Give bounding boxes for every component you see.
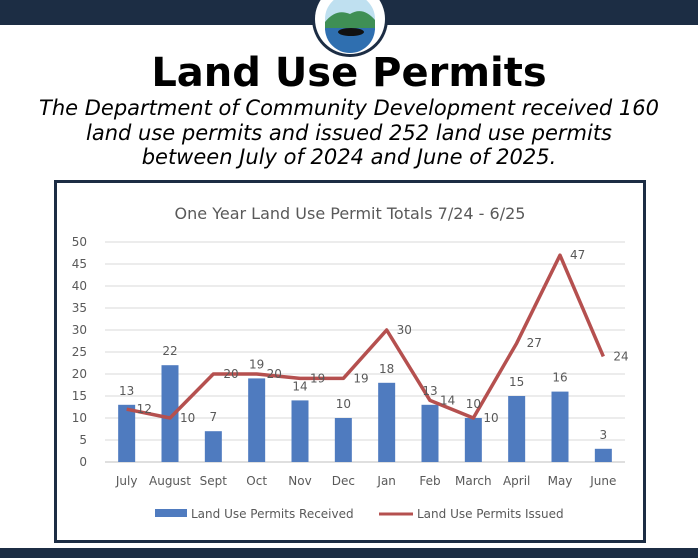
line-data-label: 24: [613, 349, 628, 363]
bar: [551, 391, 569, 462]
x-tick-label: June: [589, 474, 616, 488]
bar-data-label: 7: [210, 410, 218, 424]
footer-band: [0, 548, 698, 558]
chart-container: One Year Land Use Permit Totals 7/24 - 6…: [54, 180, 646, 543]
y-tick-label: 30: [72, 323, 87, 337]
county-seal-logo: [312, 0, 388, 57]
x-tick-label: March: [455, 474, 492, 488]
bar-data-label: 13: [422, 384, 437, 398]
bar: [204, 431, 222, 462]
x-tick-label: Jan: [376, 474, 396, 488]
bar: [378, 382, 396, 462]
line-data-label: 12: [137, 402, 152, 416]
bar-data-label: 10: [466, 397, 481, 411]
subtitle-line: land use permits and issued 252 land use…: [86, 120, 612, 145]
legend-label-received: Land Use Permits Received: [191, 507, 354, 521]
page-title: Land Use Permits: [151, 50, 547, 96]
y-tick-label: 25: [72, 345, 87, 359]
bar-data-label: 18: [379, 362, 394, 376]
y-tick-label: 10: [72, 411, 87, 425]
x-tick-label: Dec: [332, 474, 355, 488]
line-data-label: 19: [310, 371, 325, 385]
x-tick-label: August: [149, 474, 191, 488]
y-tick-label: 45: [72, 257, 87, 271]
y-tick-label: 50: [72, 235, 87, 249]
issued-line: [126, 253, 605, 420]
y-tick-label: 15: [72, 389, 87, 403]
bar: [248, 378, 266, 462]
y-tick-label: 35: [72, 301, 87, 315]
legend-label-issued: Land Use Permits Issued: [417, 507, 564, 521]
line-data-label: 10: [180, 411, 195, 425]
line-data-label: 30: [397, 323, 412, 337]
bar: [508, 396, 526, 462]
bar: [161, 365, 179, 462]
bar-data-label: 13: [119, 384, 134, 398]
x-tick-label: Oct: [246, 474, 267, 488]
bar: [334, 418, 352, 462]
bar-data-label: 22: [162, 344, 177, 358]
line-data-label: 20: [267, 367, 282, 381]
x-tick-label: Feb: [419, 474, 440, 488]
line-data-label: 27: [527, 336, 542, 350]
bar: [594, 448, 612, 462]
bar-data-label: 16: [552, 371, 567, 385]
y-tick-label: 0: [79, 455, 87, 469]
line-data-label: 19: [353, 371, 368, 385]
bar-data-label: 10: [336, 397, 351, 411]
bar-data-label: 19: [249, 357, 264, 371]
page-subtitle: The Department of Community Development …: [10, 96, 688, 170]
line-data-label: 10: [483, 411, 498, 425]
bar-data-label: 14: [292, 379, 307, 393]
bar-data-label: 15: [509, 375, 524, 389]
chart-title: One Year Land Use Permit Totals 7/24 - 6…: [175, 204, 526, 223]
x-tick-label: May: [548, 474, 573, 488]
permit-chart: One Year Land Use Permit Totals 7/24 - 6…: [72, 204, 629, 521]
x-tick-label: April: [503, 474, 530, 488]
line-data-label: 20: [223, 367, 238, 381]
bar: [291, 400, 309, 462]
legend-swatch-received: [155, 509, 187, 517]
x-tick-label: Nov: [288, 474, 311, 488]
x-tick-label: Sept: [200, 474, 228, 488]
bar: [464, 418, 482, 462]
x-tick-label: July: [115, 474, 138, 488]
y-tick-label: 5: [79, 433, 87, 447]
bar-data-label: 3: [600, 428, 608, 442]
line-data-label: 14: [440, 393, 455, 407]
subtitle-line: The Department of Community Development …: [39, 96, 659, 120]
bar: [118, 404, 136, 462]
y-tick-label: 20: [72, 367, 87, 381]
subtitle-line: between July of 2024 and June of 2025.: [141, 145, 557, 169]
bar: [421, 404, 439, 462]
line-data-label: 47: [570, 248, 585, 262]
y-tick-label: 40: [72, 279, 87, 293]
